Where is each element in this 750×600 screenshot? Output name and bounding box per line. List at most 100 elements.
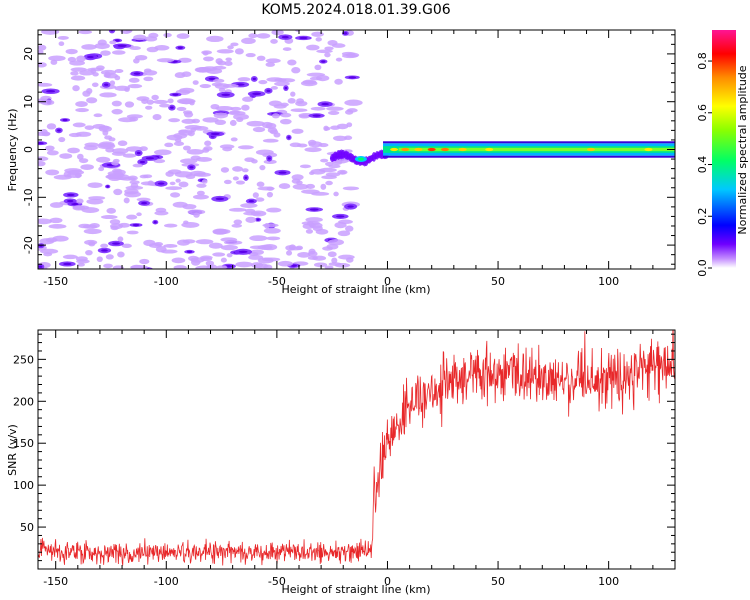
heatmap-cell [123,197,130,204]
heatmap-y-tick-label: -20 [22,236,35,254]
snr-y-tick-label: 250 [13,353,34,366]
heatmap-cell [111,100,122,107]
heatmap-cell [109,40,117,45]
heatmap-cell [195,157,213,162]
heatmap-cell [347,205,354,208]
heatmap-cell [235,180,245,185]
heatmap-cell [126,230,139,235]
heatmap-cell [86,67,104,72]
heatmap-cell [255,197,265,202]
heatmap-cell [324,46,334,51]
heatmap-cell [70,71,79,76]
heatmap-cell [243,211,261,216]
heatmap-cell [265,58,281,64]
heatmap-cell [290,91,296,97]
heatmap-cell [191,118,201,124]
heatmap-cell [333,191,339,197]
heatmap-cell [160,249,178,254]
heatmap-cell [258,80,268,85]
heatmap-cell [100,214,118,220]
heatmap-cell [245,52,256,58]
heatmap-cell [38,156,49,161]
heatmap-cell [343,32,348,35]
heatmap-cell [383,155,675,158]
heatmap-cell [126,114,143,119]
heatmap-cell [225,57,232,62]
heatmap-cell [76,198,84,204]
snr-x-tick-label: -150 [43,575,68,588]
heatmap-cell [257,257,274,264]
heatmap-cell [325,172,341,177]
heatmap-cell [266,207,282,213]
heatmap-cell [172,93,179,96]
heatmap-cell [220,167,230,173]
heatmap-cell [314,64,322,71]
heatmap-cell [130,265,148,269]
heatmap-cell [241,104,250,111]
heatmap-cell [144,36,158,42]
heatmap-cell [163,223,178,228]
colorbar-tick-label: 0.0 [696,259,709,277]
heatmap-cell [45,145,55,151]
heatmap-cell [145,157,154,160]
heatmap-cell [77,262,85,267]
heatmap-cell [98,141,115,148]
heatmap-cell [241,168,249,173]
heatmap-cell [309,208,319,211]
heatmap-cell [133,34,147,41]
heatmap-cell [181,71,192,77]
heatmap-cell [346,257,354,263]
heatmap-y-tick-label: 20 [22,47,35,61]
heatmap-cell [320,183,327,190]
heatmap-cell [348,76,357,79]
heatmap-cell [139,160,146,164]
heatmap-cell [287,59,297,66]
heatmap-cell [383,141,675,144]
heatmap-cell [79,70,95,76]
heatmap-cell [48,223,67,229]
colorbar-tick-label: 0.4 [696,156,709,174]
heatmap-cell [118,117,136,123]
heatmap-cell [86,88,93,95]
heatmap-cell [249,235,268,242]
heatmap-cell [235,261,253,268]
heatmap-cell [226,253,233,258]
heatmap-cell [269,129,279,135]
heatmap-cell [252,77,256,81]
heatmap-cell [299,36,308,40]
heatmap-cell [343,135,353,140]
snr-y-axis-label: SNR (v/v) [6,424,19,476]
heatmap-cell [244,176,248,179]
heatmap-cell [86,198,104,205]
heatmap-y-tick-label: 0 [22,146,35,153]
heatmap-cell [458,147,467,152]
heatmap-cell [311,191,330,196]
heatmap-cell [267,157,271,160]
heatmap-x-tick-label: 100 [598,275,619,288]
heatmap-cell [189,166,194,169]
heatmap-cell [205,260,215,266]
heatmap-cell [196,190,205,196]
snr-x-tick-label: -50 [268,575,286,588]
heatmap-cell [252,92,262,95]
heatmap-cell [196,183,207,188]
heatmap-cell [186,250,193,253]
heatmap-cell [335,57,343,62]
heatmap-cell [62,254,78,260]
heatmap-cell [73,205,90,210]
heatmap-cell [38,142,44,145]
heatmap-cell [127,83,143,89]
heatmap-cell [337,169,348,175]
heatmap-cell [253,263,269,269]
heatmap-cell [224,60,233,67]
heatmap-cell [93,113,103,118]
heatmap-cell [108,30,116,34]
heatmap-cell [157,182,165,185]
heatmap-cell [76,259,90,264]
heatmap-cell [155,207,167,213]
heatmap-cell [78,158,89,164]
heatmap-cell [586,147,595,152]
heatmap-cell [300,80,318,87]
heatmap-cell [202,51,209,56]
heatmap-cell [210,132,220,136]
